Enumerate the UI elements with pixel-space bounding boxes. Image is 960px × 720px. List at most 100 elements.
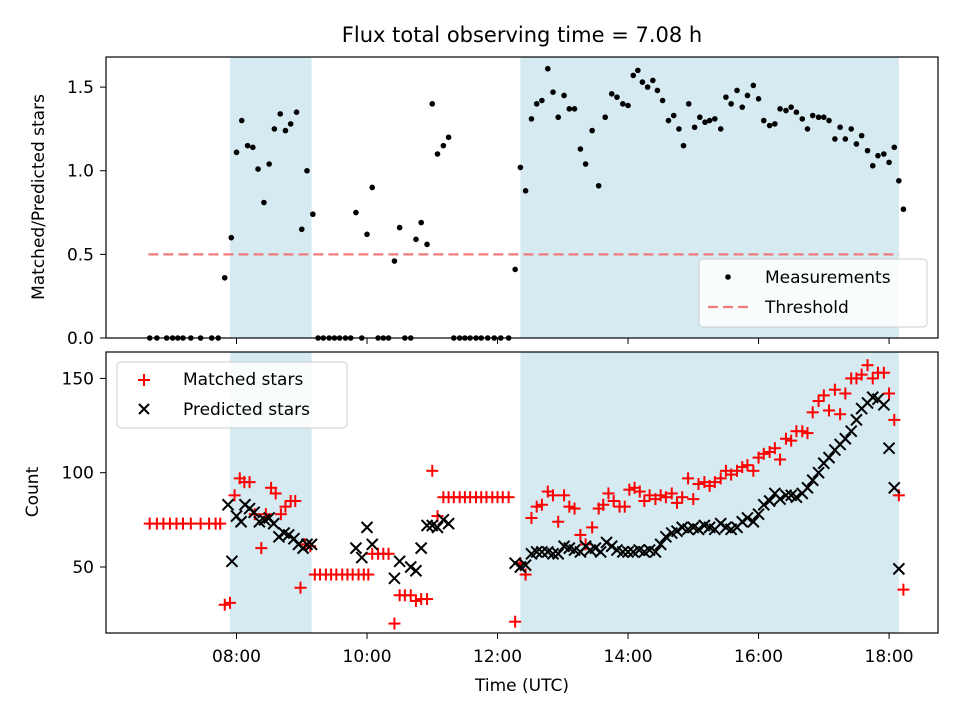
- matched-star-point: [692, 478, 705, 491]
- measurement-point: [788, 104, 794, 110]
- predicted-star-point: [305, 538, 318, 551]
- matched-star-point: [665, 487, 678, 500]
- matched-star-point: [362, 568, 375, 581]
- measurement-point: [783, 107, 789, 114]
- predicted-star-point: [530, 545, 543, 559]
- measurement-point: [886, 159, 892, 166]
- measurement-point: [233, 149, 240, 156]
- predicted-star-point: [747, 515, 760, 528]
- measurement-point: [853, 141, 860, 147]
- predicted-star-point: [442, 517, 455, 530]
- predicted-star-point: [508, 557, 522, 570]
- predicted-star-point: [763, 494, 776, 508]
- measurement-point: [697, 114, 703, 121]
- measurement-point: [271, 126, 278, 132]
- measurement-point: [293, 109, 300, 115]
- top-y-tick-label: 1.0: [67, 162, 94, 182]
- measurement-point: [228, 234, 235, 241]
- predicted-star-point: [773, 492, 787, 506]
- predicted-star-point: [234, 515, 248, 528]
- predicted-star-point: [621, 545, 635, 559]
- matched-star-point: [289, 494, 302, 507]
- matched-star-point: [638, 494, 651, 507]
- predicted-star-point: [420, 519, 434, 532]
- matched-star-point: [687, 493, 700, 506]
- measurement-point: [353, 209, 359, 216]
- predicted-star-point: [839, 432, 852, 445]
- predicted-star-point: [845, 425, 858, 438]
- measurement-point: [630, 72, 637, 79]
- predicted-legend-label: Predicted stars: [183, 400, 310, 420]
- predicted-star-point: [431, 521, 444, 534]
- measurement-point: [837, 124, 843, 131]
- matched-star-point: [806, 406, 819, 419]
- measurement-point: [766, 122, 773, 129]
- matched-star-point: [299, 538, 312, 551]
- matched-star-point: [388, 617, 401, 630]
- measurement-point: [702, 119, 708, 126]
- measurement-point: [848, 126, 855, 132]
- measurement-point: [589, 127, 595, 134]
- matched-star-point: [796, 425, 809, 438]
- predicted-star-point: [300, 538, 314, 551]
- matched-star-point: [218, 598, 231, 611]
- predicted-star-point: [752, 507, 765, 521]
- x-axis-label: Time (UTC): [474, 676, 569, 696]
- measurement-point: [512, 266, 518, 273]
- matched-star-point: [866, 372, 879, 385]
- measurement-point: [298, 226, 305, 233]
- matched-star-point: [633, 485, 646, 498]
- measurement-point: [364, 231, 370, 238]
- x-tick-label: 14:00: [604, 647, 653, 667]
- matched-star-point: [897, 583, 910, 596]
- measurement-point: [832, 136, 838, 142]
- predicted-star-point: [388, 572, 401, 585]
- measurement-point: [875, 152, 881, 159]
- matched-star-point: [519, 568, 532, 581]
- predicted-star-point: [779, 489, 793, 502]
- measurement-point: [799, 116, 806, 122]
- predicted-star-point: [221, 498, 235, 511]
- measurement-point: [826, 117, 832, 124]
- matched-star-point: [602, 487, 615, 500]
- measurement-point: [650, 77, 656, 84]
- predicted-star-point: [409, 564, 423, 577]
- measurement-point: [639, 79, 646, 85]
- measurements-legend-marker: [725, 274, 731, 280]
- measurement-point: [809, 112, 816, 119]
- bottom-axes-frame: [105, 351, 939, 634]
- matched-star-point: [586, 521, 599, 534]
- measurement-point: [706, 117, 713, 124]
- matched-star-point: [623, 483, 636, 496]
- matched-star-point: [823, 404, 836, 417]
- measurement-point: [676, 126, 682, 132]
- matched-star-point: [558, 489, 571, 502]
- top-y-tick-label: 0.0: [67, 329, 94, 349]
- measurement-point: [777, 106, 783, 112]
- measurement-point: [310, 211, 316, 218]
- bottom-y-tick-label: 50: [72, 558, 94, 578]
- predicted-star-point: [600, 536, 613, 549]
- measurement-point: [418, 219, 424, 226]
- measurement-point: [595, 182, 602, 189]
- x-tick-label: 12:00: [473, 647, 522, 667]
- threshold-legend-label: Threshold: [764, 298, 849, 318]
- matched-star-point: [223, 596, 236, 609]
- measurement-point: [566, 106, 573, 112]
- top-y-tick-label: 1.5: [67, 78, 94, 98]
- top-panel: 0.0 0.5 1.0 1.5 Matched/Predicted stars Mea…: [29, 56, 939, 349]
- matched-star-point: [243, 476, 256, 489]
- predicted-star-point: [801, 481, 814, 494]
- measurement-point: [550, 89, 556, 95]
- predicted-star-point: [877, 398, 891, 412]
- matched-legend-label: Matched stars: [183, 370, 303, 390]
- matched-star-point: [552, 515, 565, 528]
- matched-star-point: [785, 434, 798, 447]
- matched-star-point: [574, 528, 587, 541]
- measurement-point: [654, 87, 661, 94]
- matched-star-point: [676, 491, 689, 504]
- predicted-legend-marker: [138, 403, 150, 415]
- matched-star-point: [404, 589, 417, 602]
- predicted-star-point: [654, 538, 667, 551]
